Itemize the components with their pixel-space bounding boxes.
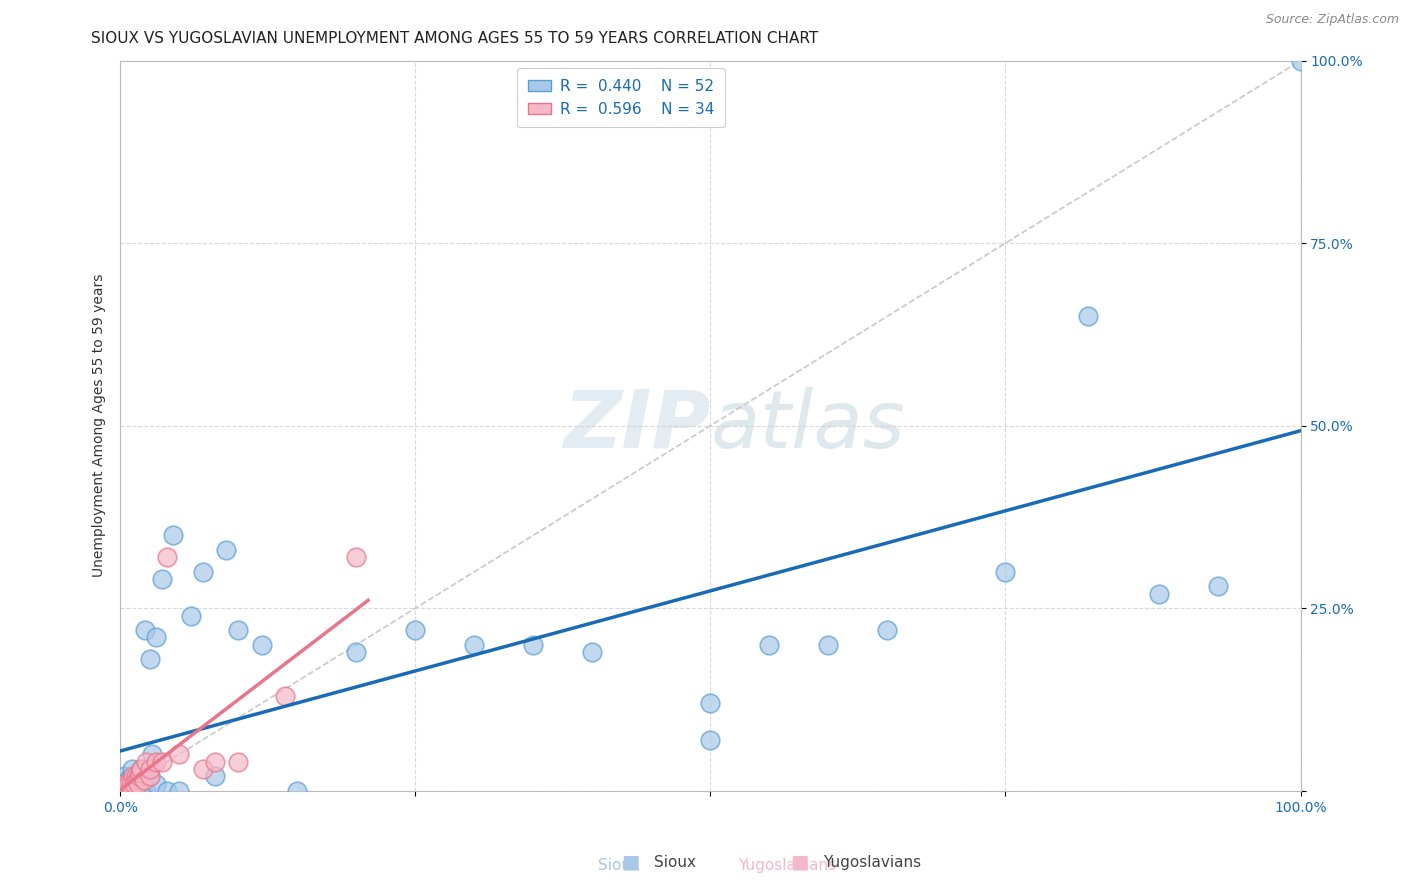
Point — [124, 769, 146, 783]
Point — [226, 755, 249, 769]
Point — [115, 776, 138, 790]
Legend: R =  0.440    N = 52, R =  0.596    N = 34: R = 0.440 N = 52, R = 0.596 N = 34 — [517, 69, 725, 128]
Point — [121, 776, 143, 790]
Point — [138, 652, 160, 666]
Text: Sioux: Sioux — [598, 858, 640, 872]
Point — [404, 623, 426, 637]
Point — [150, 755, 173, 769]
Text: atlas: atlas — [710, 387, 905, 465]
Text: Sioux: Sioux — [654, 855, 696, 870]
Point — [156, 784, 179, 798]
Point — [215, 542, 238, 557]
Text: ZIP: ZIP — [562, 387, 710, 465]
Point — [167, 747, 190, 762]
Point — [132, 784, 155, 798]
Text: ■: ■ — [790, 852, 808, 871]
Point — [112, 776, 135, 790]
Point — [156, 550, 179, 565]
Point — [1147, 587, 1170, 601]
Point — [167, 784, 190, 798]
Point — [162, 528, 184, 542]
Point — [129, 772, 152, 787]
Point — [204, 769, 226, 783]
Point — [463, 638, 485, 652]
Text: SIOUX VS YUGOSLAVIAN UNEMPLOYMENT AMONG AGES 55 TO 59 YEARS CORRELATION CHART: SIOUX VS YUGOSLAVIAN UNEMPLOYMENT AMONG … — [91, 31, 818, 46]
Point — [131, 762, 153, 776]
Point — [132, 769, 155, 783]
Point — [150, 572, 173, 586]
Point — [145, 776, 167, 790]
Point — [250, 638, 273, 652]
Point — [132, 772, 155, 787]
Point — [344, 645, 367, 659]
Point — [120, 769, 142, 783]
Point — [131, 762, 153, 776]
Text: Yugoslavians: Yugoslavians — [738, 858, 837, 872]
Point — [117, 772, 139, 787]
Point — [134, 623, 156, 637]
Point — [344, 550, 367, 565]
Point — [994, 565, 1017, 579]
Point — [522, 638, 544, 652]
Point — [118, 784, 141, 798]
Point — [135, 755, 157, 769]
Point — [124, 776, 146, 790]
Point — [145, 755, 167, 769]
Point — [285, 784, 308, 798]
Point — [128, 769, 150, 783]
Point — [110, 784, 132, 798]
Point — [138, 769, 160, 783]
Point — [117, 776, 139, 790]
Point — [124, 780, 146, 794]
Point — [138, 769, 160, 783]
Point — [1077, 309, 1099, 323]
Point — [131, 776, 153, 790]
Point — [121, 784, 143, 798]
Point — [127, 784, 149, 798]
Y-axis label: Unemployment Among Ages 55 to 59 years: Unemployment Among Ages 55 to 59 years — [93, 274, 107, 577]
Point — [125, 769, 148, 783]
Point — [122, 769, 145, 783]
Point — [1289, 54, 1312, 68]
Point — [191, 565, 214, 579]
Point — [699, 696, 721, 710]
Point — [111, 784, 134, 798]
Point — [121, 762, 143, 776]
Point — [138, 762, 160, 776]
Point — [115, 784, 138, 798]
Point — [115, 780, 138, 794]
Point — [125, 772, 148, 787]
Point — [180, 608, 202, 623]
Point — [141, 747, 163, 762]
Point — [876, 623, 898, 637]
Point — [112, 784, 135, 798]
Point — [129, 765, 152, 780]
Point — [117, 784, 139, 798]
Point — [581, 645, 603, 659]
Point — [135, 784, 157, 798]
Point — [145, 631, 167, 645]
Point — [191, 762, 214, 776]
Point — [115, 784, 138, 798]
Point — [110, 784, 132, 798]
Point — [127, 776, 149, 790]
Point — [118, 784, 141, 798]
Point — [112, 769, 135, 783]
Point — [114, 784, 136, 798]
Point — [226, 623, 249, 637]
Point — [128, 769, 150, 783]
Point — [124, 776, 146, 790]
Point — [127, 776, 149, 790]
Point — [699, 732, 721, 747]
Point — [274, 689, 297, 703]
Point — [120, 776, 142, 790]
Text: ■: ■ — [621, 852, 640, 871]
Point — [758, 638, 780, 652]
Point — [817, 638, 839, 652]
Text: Source: ZipAtlas.com: Source: ZipAtlas.com — [1265, 13, 1399, 27]
Point — [1206, 579, 1229, 593]
Point — [204, 755, 226, 769]
Text: Yugoslavians: Yugoslavians — [823, 855, 921, 870]
